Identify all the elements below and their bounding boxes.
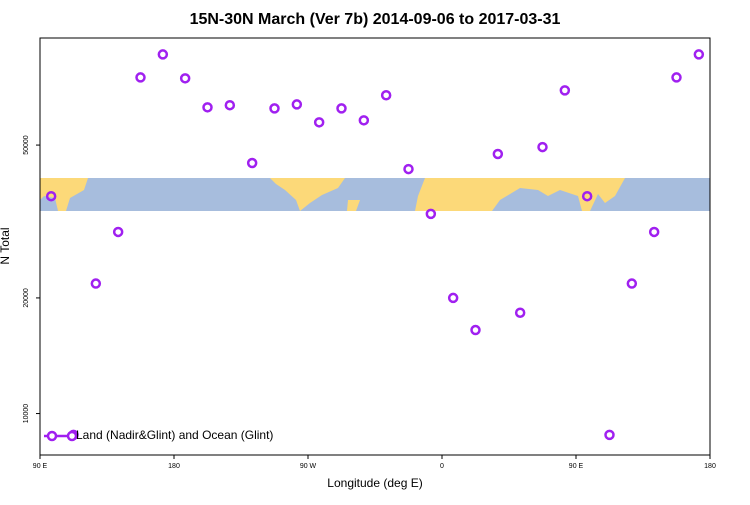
point — [269, 103, 280, 114]
point — [403, 163, 414, 175]
point — [447, 292, 459, 304]
point — [135, 72, 146, 83]
point — [246, 157, 258, 169]
point — [291, 99, 303, 110]
point — [604, 429, 615, 441]
point — [380, 90, 392, 101]
point — [425, 208, 437, 220]
point — [626, 278, 638, 289]
y-tick-label: 20000 — [23, 288, 30, 308]
x-tick-label: 90 E — [569, 463, 584, 470]
point — [537, 141, 548, 153]
legend-marker — [46, 430, 58, 442]
point — [157, 49, 169, 60]
point — [470, 324, 481, 336]
plot-frame — [39, 37, 711, 456]
point — [224, 99, 236, 111]
legend-marker — [66, 430, 78, 442]
point — [112, 226, 124, 238]
point — [559, 85, 571, 96]
point — [336, 103, 347, 114]
point — [202, 102, 213, 113]
point — [45, 190, 57, 202]
y-tick-label: 50000 — [23, 135, 30, 155]
point — [90, 278, 102, 289]
point — [358, 115, 370, 126]
x-tick-label: 180 — [704, 463, 716, 470]
y-tick-label: 10000 — [23, 404, 30, 424]
x-tick-label: 0 — [440, 463, 444, 470]
point — [648, 226, 660, 238]
point — [514, 307, 526, 318]
point — [671, 72, 682, 83]
point — [313, 117, 325, 128]
point — [581, 190, 593, 202]
point — [179, 73, 191, 84]
map-strip — [40, 178, 710, 211]
x-tick-label: 90 W — [300, 463, 317, 470]
legend-label: Land (Nadir&Glint) and Ocean (Glint) — [76, 428, 273, 442]
x-tick-label: 180 — [168, 463, 180, 470]
y-axis-label: N Total — [0, 227, 12, 264]
chart-title: 15N-30N March (Ver 7b) 2014-09-06 to 201… — [190, 11, 561, 28]
x-tick-label: 90 E — [33, 463, 48, 470]
x-axis-label: Longitude (deg E) — [327, 476, 422, 490]
point — [492, 148, 504, 160]
point — [693, 49, 705, 60]
